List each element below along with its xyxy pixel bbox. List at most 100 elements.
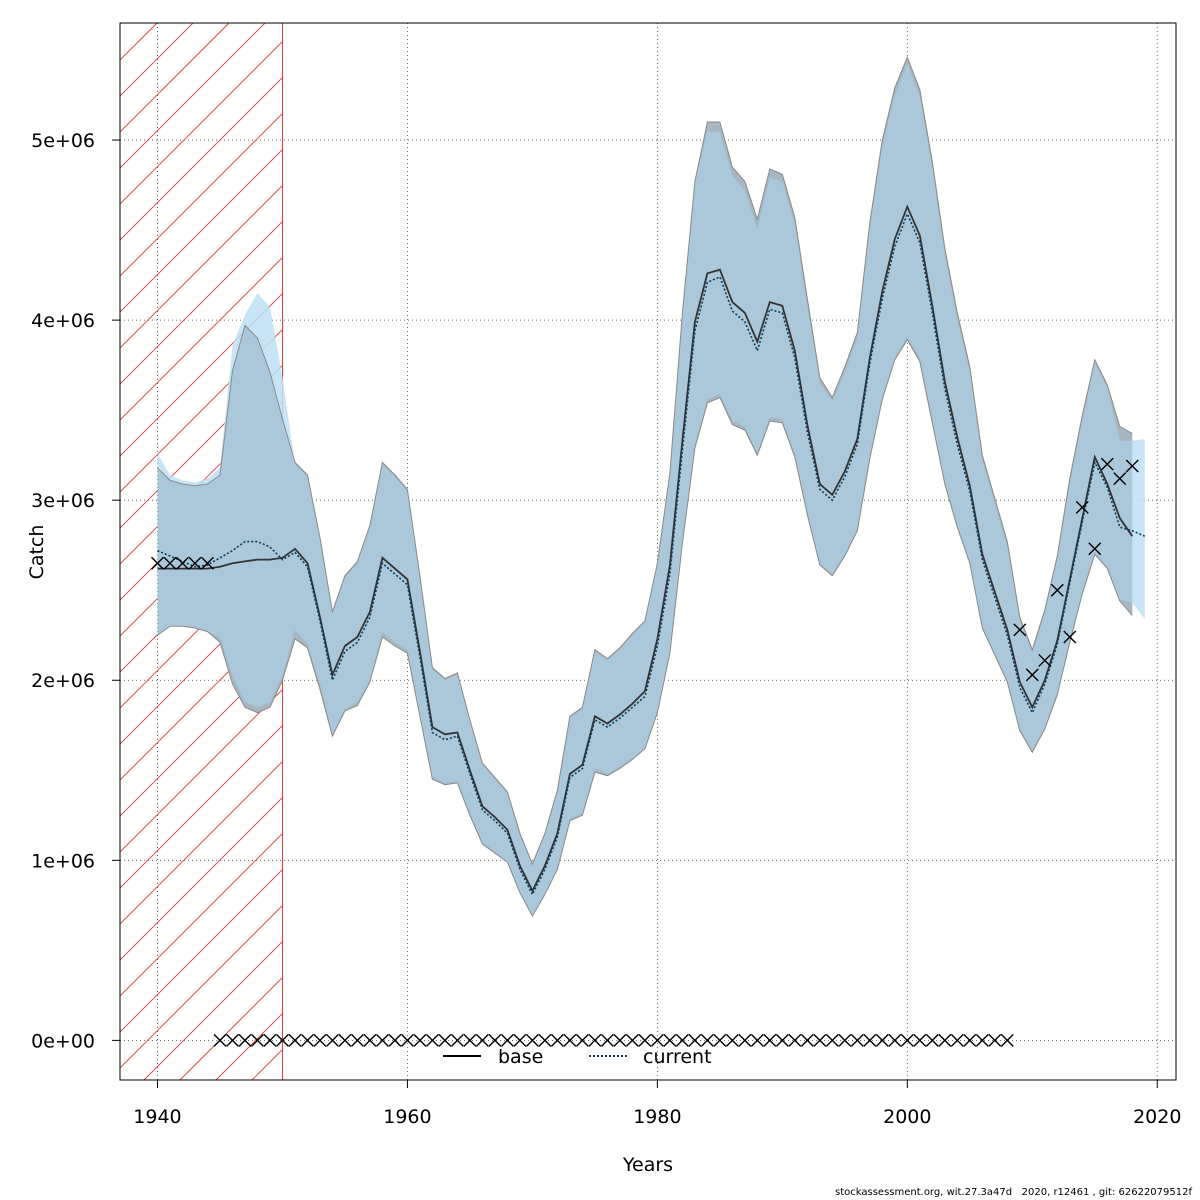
observed-point <box>463 1033 477 1047</box>
observed-point <box>750 1033 764 1047</box>
observed-point <box>975 1033 989 1047</box>
observed-point <box>1075 500 1089 514</box>
observed-point <box>1088 542 1102 556</box>
observed-point <box>575 1033 589 1047</box>
observed-point <box>663 1033 677 1047</box>
observed-point <box>363 1033 377 1047</box>
observed-point <box>950 1033 964 1047</box>
hatch-line <box>120 23 158 61</box>
y-tick-label: 4e+06 <box>31 310 95 332</box>
observed-point <box>1113 472 1127 486</box>
x-axis-title: Years <box>622 1154 673 1176</box>
observed-point <box>1038 653 1052 667</box>
x-tick-label: 2000 <box>883 1106 931 1128</box>
series-lines <box>157 55 1146 918</box>
observed-point <box>713 1033 727 1047</box>
legend-current-label: current <box>643 1046 712 1068</box>
y-tick-label: 3e+06 <box>31 490 95 512</box>
observed-point <box>450 1033 464 1047</box>
observed-point <box>863 1033 877 1047</box>
observed-point <box>325 1033 339 1047</box>
hatch-line <box>120 760 283 925</box>
footer-credit: stockassessment.org, wit.27.3a47d 2020, … <box>835 1187 1192 1198</box>
observed-point <box>563 1033 577 1047</box>
x-tick-label: 1940 <box>133 1106 181 1128</box>
observed-point <box>763 1033 777 1047</box>
observed-point <box>988 1033 1002 1047</box>
plot-frame <box>119 22 1177 1081</box>
observed-point <box>250 1033 264 1047</box>
hatch-line <box>120 148 283 313</box>
x-axis: 1940 1960 1980 2000 2020 <box>133 1080 1181 1128</box>
observed-point <box>913 1033 927 1047</box>
confidence-bands <box>157 57 1145 917</box>
observed-point <box>1025 668 1039 682</box>
observed-point <box>838 1033 852 1047</box>
hatch-line <box>120 400 283 565</box>
observed-point <box>1063 630 1077 644</box>
observed-point <box>288 1033 302 1047</box>
observed-point <box>775 1033 789 1047</box>
y-axis: 0e+00 1e+06 2e+06 3e+06 4e+06 5e+06 <box>31 130 120 1052</box>
y-axis-title: Catch <box>26 525 48 580</box>
observed-point <box>350 1033 364 1047</box>
band-overlap <box>157 57 1133 917</box>
observed-point <box>475 1033 489 1047</box>
current-line <box>157 211 1146 897</box>
observed-point <box>588 1033 602 1047</box>
observed-point <box>413 1033 427 1047</box>
observed-point <box>800 1033 814 1047</box>
base-line <box>157 204 1134 893</box>
observed-point <box>963 1033 977 1047</box>
observed-point <box>825 1033 839 1047</box>
observed-point <box>400 1033 414 1047</box>
hatch-line <box>120 832 283 997</box>
base-lower-edge <box>157 338 1133 918</box>
hatch-line <box>900 23 1200 1080</box>
observed-point <box>813 1033 827 1047</box>
observed-point <box>500 1033 514 1047</box>
hatch-line <box>120 76 283 241</box>
observed-point <box>788 1033 802 1047</box>
observed-point <box>300 1033 314 1047</box>
observed-point <box>738 1033 752 1047</box>
y-tick-label: 2e+06 <box>31 670 95 692</box>
observed-point <box>1000 1033 1014 1047</box>
observed-point <box>688 1033 702 1047</box>
observed-point <box>1125 459 1139 473</box>
observed-point <box>850 1033 864 1047</box>
x-tick-label: 2020 <box>1133 1106 1181 1128</box>
observed-point <box>388 1033 402 1047</box>
y-tick-label: 5e+06 <box>31 130 95 152</box>
observed-point <box>900 1033 914 1047</box>
observed-point <box>275 1033 289 1047</box>
observed-point <box>888 1033 902 1047</box>
hatch-line <box>120 40 283 205</box>
hatch-line <box>120 616 283 781</box>
x-tick-label: 1960 <box>383 1106 431 1128</box>
observed-point <box>225 1033 239 1047</box>
observed-point <box>925 1033 939 1047</box>
observed-point <box>338 1033 352 1047</box>
observed-point <box>613 1033 627 1047</box>
x-tick-label: 1980 <box>633 1106 681 1128</box>
observed-point <box>425 1033 439 1047</box>
observed-point <box>313 1033 327 1047</box>
observed-point <box>375 1033 389 1047</box>
observed-point <box>650 1033 664 1047</box>
base-upper-edge <box>157 55 1133 866</box>
hatch-line <box>0 23 13 1080</box>
hatch-line <box>120 23 122 25</box>
grid <box>120 23 1176 1080</box>
observed-point <box>550 1033 564 1047</box>
observed-point <box>188 556 202 570</box>
observed-point <box>213 1033 227 1047</box>
observed-point <box>538 1033 552 1047</box>
observed-point <box>438 1033 452 1047</box>
observed-point <box>938 1033 952 1047</box>
observed-point <box>675 1033 689 1047</box>
hatch-line <box>179 976 283 1080</box>
legend: base current <box>443 1046 712 1068</box>
observed-point <box>725 1033 739 1047</box>
